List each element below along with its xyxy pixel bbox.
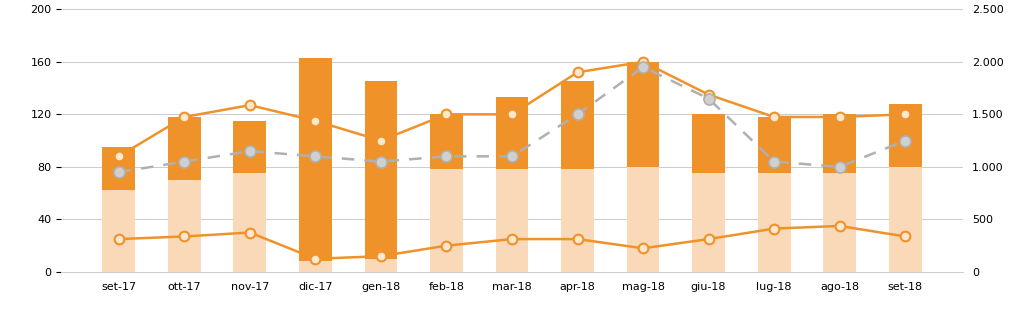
Bar <box>102 190 135 272</box>
Bar <box>561 169 594 272</box>
Bar <box>168 117 201 180</box>
Bar <box>299 261 332 272</box>
Bar <box>496 169 528 272</box>
Bar <box>758 173 791 272</box>
Bar <box>889 167 922 272</box>
Bar <box>692 114 725 173</box>
Bar <box>692 173 725 272</box>
Bar <box>233 121 266 173</box>
Bar <box>496 97 528 169</box>
Bar <box>561 82 594 169</box>
Bar <box>430 114 463 169</box>
Bar <box>430 169 463 272</box>
Bar <box>823 114 856 173</box>
Bar <box>365 259 397 272</box>
Bar <box>102 147 135 190</box>
Bar <box>627 167 659 272</box>
Bar <box>233 173 266 272</box>
Bar <box>823 173 856 272</box>
Bar <box>627 62 659 167</box>
Bar <box>299 58 332 261</box>
Bar <box>758 117 791 173</box>
Bar <box>168 180 201 272</box>
Bar <box>365 82 397 259</box>
Bar <box>889 104 922 167</box>
